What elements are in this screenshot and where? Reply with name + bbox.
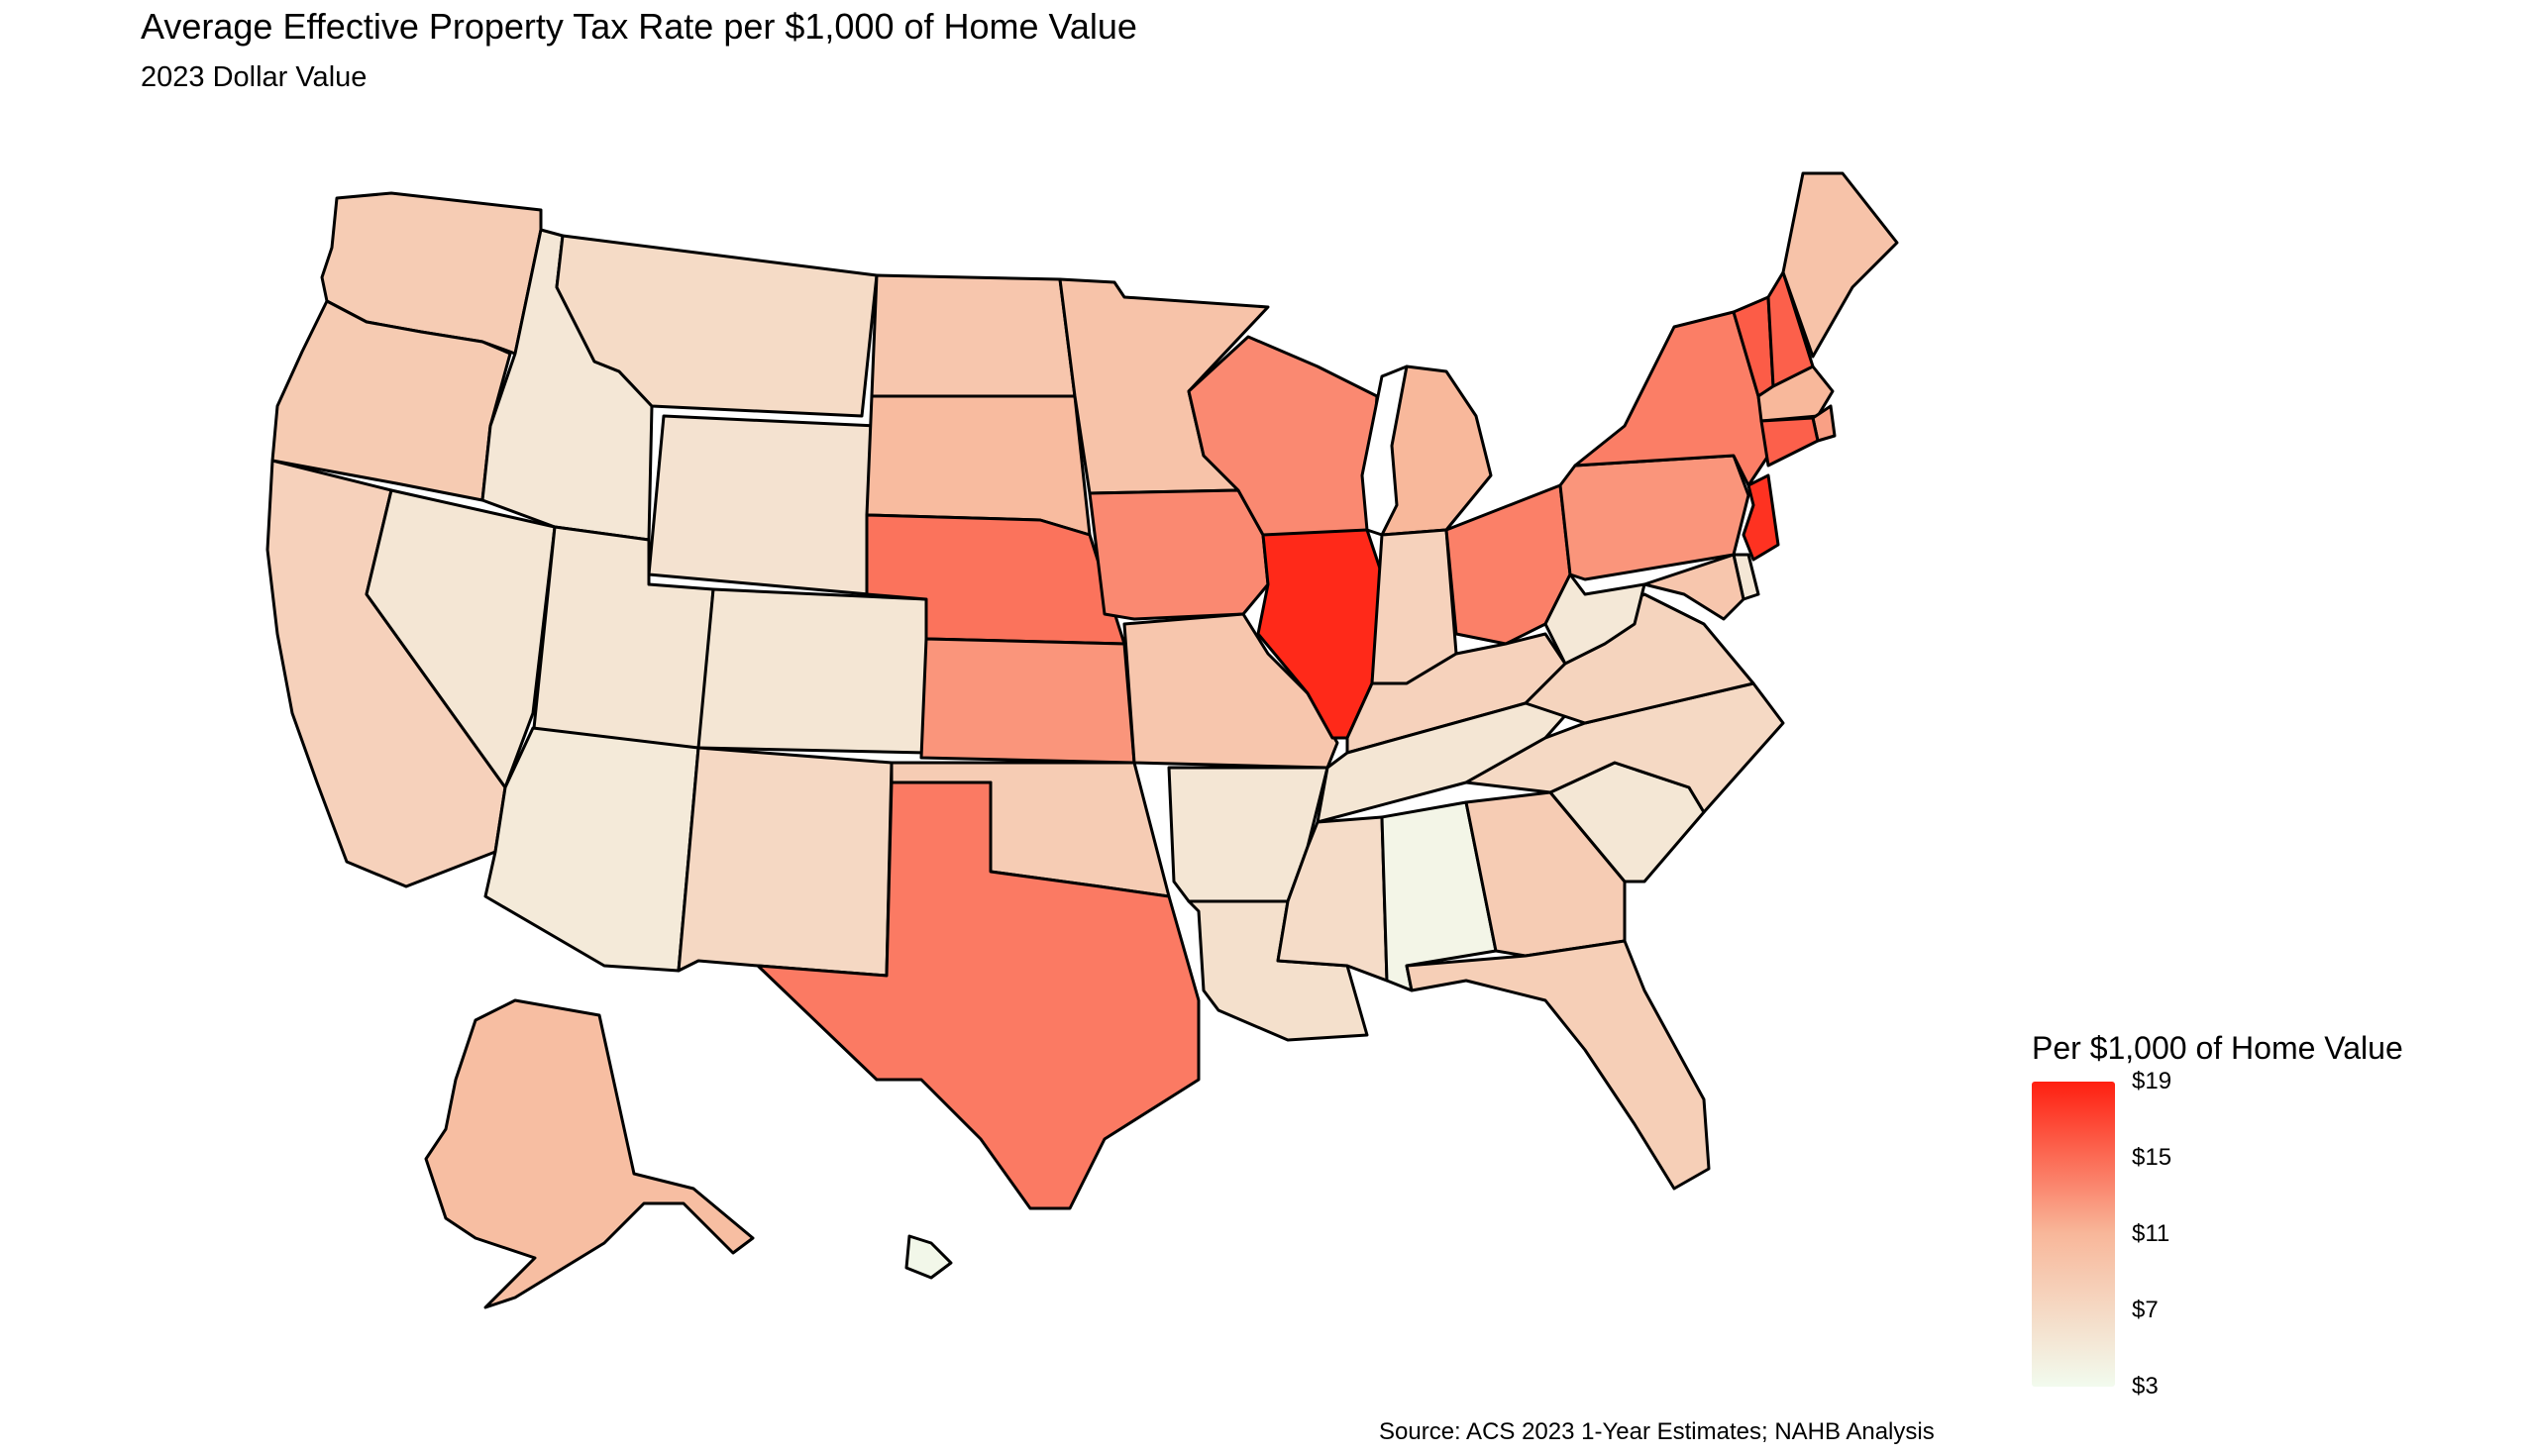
state-NM bbox=[677, 746, 894, 978]
state-NV bbox=[365, 488, 557, 789]
legend-title: Per $1,000 of Home Value bbox=[2032, 1030, 2403, 1066]
map-subtitle: 2023 Dollar Value bbox=[141, 61, 368, 93]
state-FL bbox=[1405, 939, 1711, 1191]
legend-tick-mark bbox=[2115, 1309, 2125, 1311]
state-NC bbox=[1464, 681, 1785, 814]
legend-tick-label: $7 bbox=[2132, 1297, 2159, 1323]
state-ND bbox=[870, 273, 1077, 398]
legend-tick-label: $15 bbox=[2132, 1144, 2172, 1171]
state-WV bbox=[1543, 572, 1646, 666]
state-TX bbox=[756, 780, 1201, 1210]
state-AK bbox=[424, 998, 755, 1309]
state-SD bbox=[865, 394, 1092, 537]
state-NJ bbox=[1742, 473, 1780, 562]
state-IA bbox=[1088, 488, 1270, 621]
source-note: Source: ACS 2023 1-Year Estimates; NAHB … bbox=[1379, 1418, 1935, 1445]
legend-tick-label: $19 bbox=[2132, 1068, 2172, 1094]
state-MT bbox=[555, 234, 879, 418]
legend-tick-mark bbox=[2115, 1157, 2125, 1159]
state-ME bbox=[1781, 171, 1899, 359]
state-CO bbox=[696, 587, 928, 755]
state-CT bbox=[1759, 416, 1820, 468]
map-title: Average Effective Property Tax Rate per … bbox=[141, 6, 1137, 47]
state-AZ bbox=[483, 726, 700, 973]
legend-tick-mark bbox=[2115, 1386, 2125, 1388]
lake-michigan bbox=[1360, 364, 1409, 537]
legend-tick-label: $3 bbox=[2132, 1373, 2159, 1400]
state-NY bbox=[1573, 310, 1770, 487]
state-KS bbox=[919, 637, 1136, 765]
state-IL bbox=[1256, 528, 1384, 740]
legend-color-bar bbox=[2032, 1082, 2115, 1387]
state-MD bbox=[1642, 553, 1745, 621]
legend-tick-label: $11 bbox=[2132, 1220, 2170, 1247]
legend-tick-mark bbox=[2115, 1233, 2125, 1235]
legend-tick-mark bbox=[2115, 1081, 2125, 1083]
state-HI bbox=[904, 1234, 953, 1280]
state-WY bbox=[647, 414, 879, 596]
